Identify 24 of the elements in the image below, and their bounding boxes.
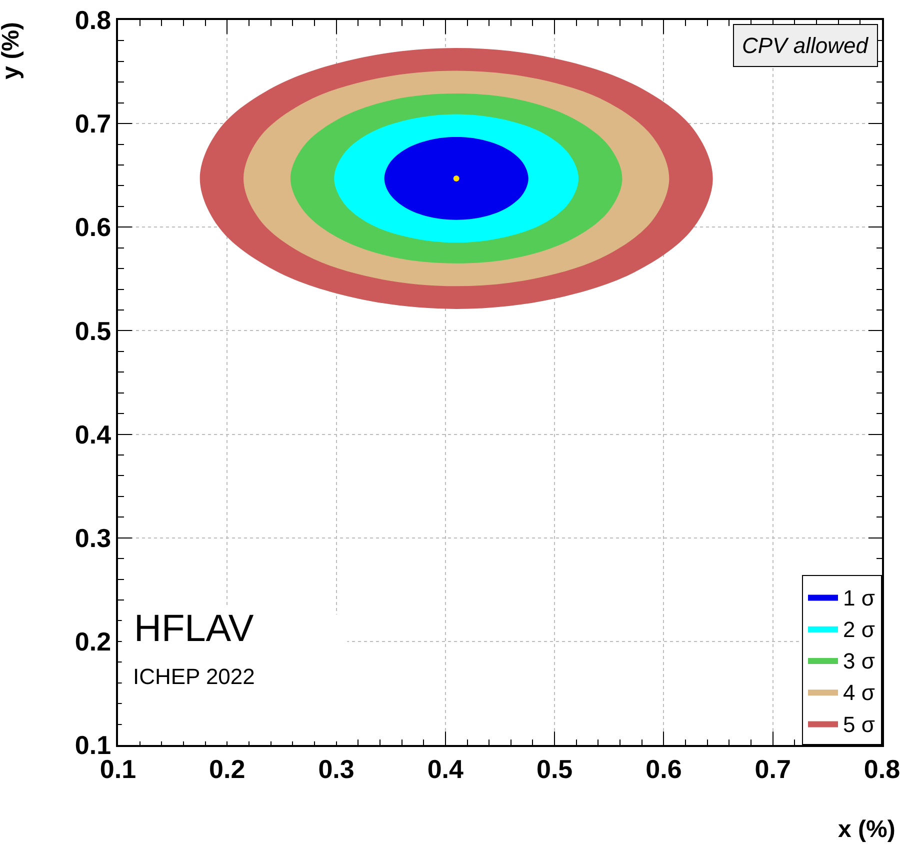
y-tick-label: 0.5 bbox=[74, 316, 112, 346]
y-axis-title: y (%) bbox=[0, 22, 24, 80]
x-tick-label: 0.6 bbox=[646, 754, 682, 784]
y-tick-label: 0.3 bbox=[74, 522, 112, 553]
x-tick-label: 0.5 bbox=[536, 754, 573, 784]
annotation: HFLAV bbox=[134, 608, 254, 650]
x-tick-label: 0.2 bbox=[209, 754, 246, 784]
legend-label: 2 σ bbox=[843, 616, 876, 642]
annotation: ICHEP 2022 bbox=[133, 664, 255, 689]
x-tick-label: 0.4 bbox=[427, 754, 464, 784]
y-tick-label: 0.2 bbox=[74, 626, 112, 657]
y-tick-label: 0.4 bbox=[74, 419, 112, 450]
y-tick-label: 0.8 bbox=[74, 5, 112, 36]
legend-label: 4 σ bbox=[843, 680, 876, 706]
x-tick-label: 0.8 bbox=[864, 754, 900, 784]
legend-label: 5 σ bbox=[843, 712, 876, 737]
x-tick-label: 0.3 bbox=[318, 754, 354, 784]
x-axis-title: x (%) bbox=[838, 816, 896, 843]
legend-label: 1 σ bbox=[843, 585, 876, 610]
y-tick-label: 0.7 bbox=[74, 108, 112, 139]
legend-label: 3 σ bbox=[843, 648, 876, 674]
x-tick-label: 0.7 bbox=[754, 754, 791, 784]
y-tick-label: 0.6 bbox=[74, 212, 112, 242]
annotation: CPV allowed bbox=[742, 33, 869, 58]
